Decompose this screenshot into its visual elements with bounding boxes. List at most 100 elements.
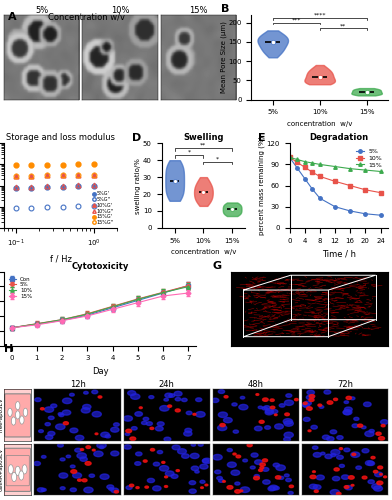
Circle shape [286, 478, 291, 482]
Circle shape [332, 476, 340, 481]
Circle shape [313, 452, 321, 457]
Circle shape [38, 488, 44, 492]
Point [316, 73, 323, 81]
Circle shape [75, 436, 84, 440]
Circle shape [215, 470, 221, 474]
Circle shape [351, 452, 360, 458]
Circle shape [327, 436, 334, 441]
15% [310, 160, 315, 166]
Circle shape [305, 401, 311, 405]
Circle shape [97, 442, 106, 448]
Circle shape [270, 399, 274, 402]
Title: Storage and loss modulus: Storage and loss modulus [6, 134, 115, 142]
Circle shape [276, 465, 285, 470]
Circle shape [251, 453, 258, 457]
Line: 5%: 5% [288, 156, 382, 217]
Circle shape [231, 470, 240, 476]
Circle shape [212, 398, 219, 402]
Circle shape [59, 473, 68, 478]
Circle shape [365, 431, 374, 436]
Title: Degradation: Degradation [309, 134, 368, 142]
15% [318, 162, 322, 168]
Circle shape [302, 403, 309, 407]
Circle shape [175, 398, 181, 401]
Circle shape [232, 403, 237, 406]
Circle shape [227, 448, 232, 452]
Point [270, 38, 276, 46]
10% [295, 160, 299, 166]
Circle shape [260, 466, 264, 469]
Circle shape [15, 466, 20, 475]
Text: E: E [258, 132, 266, 142]
Circle shape [56, 424, 65, 430]
Circle shape [279, 404, 285, 407]
Circle shape [41, 488, 46, 492]
Circle shape [105, 434, 111, 438]
Circle shape [191, 466, 199, 470]
15% [378, 168, 383, 174]
Circle shape [344, 448, 350, 452]
FancyBboxPatch shape [6, 456, 29, 486]
15% [287, 154, 292, 160]
Title: 12h: 12h [70, 380, 85, 389]
Circle shape [130, 437, 136, 440]
Circle shape [80, 457, 87, 462]
Circle shape [288, 492, 293, 494]
Circle shape [135, 462, 141, 466]
Circle shape [263, 398, 268, 402]
Circle shape [247, 444, 252, 446]
Circle shape [271, 410, 278, 414]
Y-axis label: GelMA+apoSEV: GelMA+apoSEV [0, 448, 4, 491]
Legend: 5%, 10%, 15%: 5%, 10%, 15% [354, 146, 385, 170]
Circle shape [227, 462, 236, 468]
Circle shape [16, 411, 20, 419]
Circle shape [143, 418, 149, 420]
Text: Concentration w/v: Concentration w/v [48, 13, 125, 22]
Circle shape [254, 474, 260, 478]
Circle shape [153, 462, 160, 466]
Circle shape [334, 468, 339, 471]
Text: H: H [4, 344, 13, 354]
5% [318, 196, 322, 202]
15% [348, 166, 352, 172]
Circle shape [107, 485, 114, 489]
Circle shape [339, 464, 345, 468]
Circle shape [313, 485, 321, 490]
Circle shape [250, 466, 255, 469]
Circle shape [84, 487, 93, 492]
Circle shape [363, 402, 371, 406]
Circle shape [262, 407, 267, 410]
Circle shape [303, 418, 310, 422]
Text: B: B [221, 4, 230, 15]
Circle shape [60, 486, 65, 490]
Title: 72h: 72h [337, 380, 353, 389]
Circle shape [372, 484, 381, 489]
Circle shape [334, 398, 338, 400]
Circle shape [157, 422, 164, 426]
Circle shape [218, 390, 225, 394]
Circle shape [289, 485, 294, 488]
Circle shape [351, 484, 354, 486]
Circle shape [66, 455, 71, 458]
Y-axis label: Mean Pore Size (μm): Mean Pore Size (μm) [220, 22, 227, 94]
Circle shape [274, 414, 277, 416]
Circle shape [263, 480, 270, 484]
Circle shape [165, 476, 168, 478]
Circle shape [111, 451, 119, 456]
Circle shape [224, 396, 228, 398]
Circle shape [196, 398, 202, 402]
Circle shape [233, 453, 236, 455]
Circle shape [240, 490, 243, 492]
Circle shape [362, 448, 369, 453]
Circle shape [174, 392, 182, 396]
Circle shape [126, 486, 132, 490]
Circle shape [270, 406, 275, 409]
Circle shape [218, 412, 227, 418]
5% [333, 204, 338, 210]
Circle shape [358, 424, 363, 427]
Y-axis label: percent mass remaining (%): percent mass remaining (%) [259, 136, 265, 235]
Circle shape [111, 427, 119, 432]
10% [333, 178, 338, 184]
5% [302, 176, 307, 182]
Circle shape [325, 454, 332, 458]
